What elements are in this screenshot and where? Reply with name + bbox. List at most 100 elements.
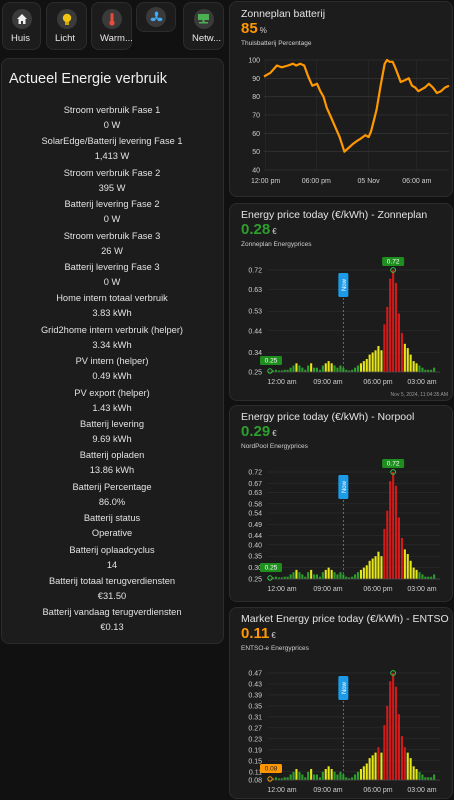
entity-name: SolarEdge/Batterij levering Fase 1 <box>41 136 183 147</box>
price-bar <box>430 369 433 372</box>
x-tick-label: 12:00 am <box>267 586 296 593</box>
price-bar <box>280 778 283 780</box>
price-bar <box>403 747 406 780</box>
price-bar <box>292 365 295 372</box>
price-bar <box>433 367 436 372</box>
price-bar <box>274 576 277 579</box>
price-bar <box>289 367 292 372</box>
nav-tile-licht[interactable]: Licht <box>46 2 87 50</box>
entity-value: €31.50 <box>97 591 127 601</box>
price-bar <box>339 771 342 780</box>
entity-name: Batterij levering Fase 2 <box>64 199 160 210</box>
price-bar <box>418 365 421 372</box>
zonneplan-card[interactable]: Energy price today (€/kWh) - Zonneplan 0… <box>229 203 453 401</box>
price-bar <box>333 771 336 780</box>
price-bar <box>283 777 286 780</box>
price-bar <box>321 365 324 372</box>
price-bar <box>383 528 386 579</box>
norpool-bar-chart: 0.250.300.350.400.440.490.540.580.630.67… <box>248 459 440 593</box>
battery-value: 85% <box>241 20 267 37</box>
y-tick-label: 90 <box>252 76 260 83</box>
min-marker <box>267 776 273 782</box>
price-bar <box>389 481 392 579</box>
price-bar <box>333 572 336 579</box>
y-tick-label: 0.23 <box>248 736 262 743</box>
battery-card[interactable]: Zonneplan batterij 85% Thuisbatterij Per… <box>229 1 453 197</box>
price-bar <box>321 572 324 579</box>
entity-value: 9.69 kWh <box>92 434 132 444</box>
y-tick-label: 0.39 <box>248 692 262 699</box>
entity-value: 14 <box>106 559 118 570</box>
price-bar <box>298 771 301 780</box>
price-bar <box>277 577 280 579</box>
price-bar <box>324 569 327 579</box>
price-bar <box>345 369 348 372</box>
price-bar <box>412 361 415 372</box>
price-bar <box>330 769 333 780</box>
entity-name: PV export (helper) <box>74 387 150 398</box>
battery-number: 85 <box>241 20 258 37</box>
nav-tile-fan[interactable] <box>136 2 176 32</box>
price-bar <box>286 777 289 780</box>
price-bar <box>318 576 321 579</box>
entso-card[interactable]: Market Energy price today (€/kWh) - ENTS… <box>229 607 453 799</box>
price-bar <box>368 560 371 579</box>
price-bar <box>371 352 374 372</box>
price-bar <box>354 774 357 780</box>
price-unit: € <box>272 429 277 438</box>
price-bar <box>374 752 377 780</box>
price-bar <box>409 560 412 579</box>
price-bar <box>301 367 304 372</box>
price-bar <box>272 577 275 579</box>
price-bar <box>377 346 380 372</box>
price-bar <box>310 769 313 780</box>
y-tick-label: 0.54 <box>248 510 262 517</box>
y-tick-label: 0.44 <box>248 533 262 540</box>
nav-tile-huis[interactable]: Huis <box>2 2 41 50</box>
price-bar <box>380 752 383 780</box>
entity-value: 13.86 kWh <box>89 465 135 476</box>
price-bar <box>359 769 362 780</box>
min-badge-label: 0.25 <box>265 565 278 572</box>
home-icon <box>11 9 32 29</box>
price-number: 0.11 <box>241 625 270 642</box>
x-tick-label: 06:00 pm <box>363 379 392 386</box>
price-bar <box>327 766 330 780</box>
y-tick-label: 0.08 <box>248 778 262 785</box>
nav-tile-netwerk[interactable]: Netw... <box>183 2 224 50</box>
norpool-card[interactable]: Energy price today (€/kWh) - Norpool 0.2… <box>229 405 453 602</box>
price-bar <box>289 774 292 780</box>
price-unit: € <box>272 227 277 236</box>
price-bar <box>395 686 398 780</box>
price-bar <box>295 363 298 372</box>
nav-tile-label: Warm... <box>100 33 133 44</box>
price-value: 0.28 € <box>241 221 277 238</box>
price-value: 0.29 € <box>241 423 277 440</box>
price-bar <box>339 365 342 372</box>
price-bar <box>354 574 357 579</box>
entity-name: Stroom verbruik Fase 1 <box>63 105 161 115</box>
price-bar <box>380 556 383 579</box>
card-title: Energy price today (€/kWh) - Norpool <box>241 411 415 423</box>
card-subtitle: NordPool Energyprices <box>241 443 308 450</box>
price-bar <box>289 574 292 579</box>
nav-tile-label: Netw... <box>192 33 222 44</box>
nav-tile-warmte[interactable]: Warm... <box>91 2 133 50</box>
price-bar <box>321 771 324 780</box>
y-tick-label: 70 <box>252 113 260 120</box>
price-bar <box>392 472 395 579</box>
price-bar <box>307 365 310 372</box>
x-tick-label: 12:00 am <box>267 787 296 794</box>
y-tick-label: 0.72 <box>248 470 262 477</box>
entity-value: 26 W <box>101 245 123 256</box>
price-bar <box>406 752 409 780</box>
price-bar <box>280 577 283 579</box>
price-bar <box>386 510 389 579</box>
price-bar <box>362 361 365 372</box>
price-bar <box>365 359 368 372</box>
x-tick-label: 06:00 pm <box>302 178 331 185</box>
entity-value: 3.83 kWh <box>92 308 132 319</box>
y-tick-label: 80 <box>252 94 260 101</box>
price-bar <box>395 485 398 579</box>
price-bar <box>304 369 307 372</box>
